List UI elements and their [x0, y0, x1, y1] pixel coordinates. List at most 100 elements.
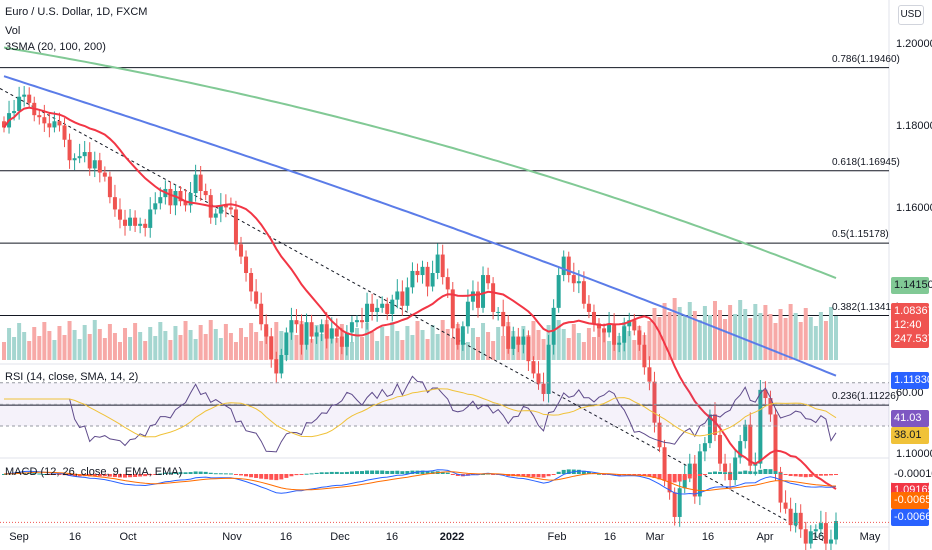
candle-body — [718, 434, 723, 464]
volume-bar — [803, 308, 808, 360]
volume-bar — [153, 336, 158, 360]
volume-bar — [652, 308, 657, 360]
candle-body — [571, 275, 576, 284]
volume-bar — [22, 332, 27, 360]
candle-body — [516, 336, 521, 345]
macd-histogram-bar — [2, 474, 6, 475]
candle-body — [17, 96, 22, 112]
candle-body — [370, 303, 375, 312]
candle-body — [460, 326, 465, 345]
candle-body — [798, 512, 803, 530]
macd-histogram-bar — [148, 474, 153, 476]
volume-bar — [491, 341, 496, 360]
candle-body — [67, 139, 72, 161]
time-axis-label: Sep — [9, 531, 29, 543]
candle-body — [526, 336, 531, 362]
macd-histogram-bar — [702, 474, 707, 475]
candle-body — [178, 191, 183, 202]
candle-body — [405, 287, 410, 306]
volume-bar — [556, 320, 561, 360]
macd-histogram-bar — [808, 474, 813, 477]
macd-histogram-bar — [304, 473, 309, 475]
macd-histogram-bar — [521, 474, 526, 477]
macd-histogram-bar — [173, 472, 178, 474]
volume-bar — [586, 328, 591, 360]
volume-bar — [370, 332, 375, 360]
fib-level-label: 0.5(1.15178) — [832, 229, 889, 241]
volume-bar — [607, 341, 612, 360]
currency-button[interactable]: USD — [898, 5, 924, 25]
macd-label[interactable]: MACD (12, 26, close, 9, EMA, EMA) — [5, 466, 183, 478]
volume-bar — [581, 342, 586, 360]
macd-histogram-bar — [37, 473, 42, 475]
time-axis-label: 16 — [701, 531, 715, 543]
macd-histogram-bar — [783, 474, 788, 475]
volume-bar — [123, 328, 128, 360]
candle-body — [743, 424, 748, 442]
macd-histogram-bar — [249, 474, 254, 478]
volume-bar — [743, 309, 748, 360]
candle-body — [22, 94, 27, 97]
volume-bar — [435, 334, 440, 360]
candle-body — [506, 326, 511, 349]
candle-body — [748, 424, 753, 466]
price-badge: 1.08367 — [891, 303, 932, 320]
rsi-label[interactable]: RSI (14, close, SMA, 14, 2) — [5, 371, 139, 383]
macd-histogram-bar — [269, 474, 274, 480]
macd-histogram-bar — [581, 470, 586, 474]
macd-histogram-bar — [324, 472, 329, 474]
macd-histogram-bar — [738, 471, 743, 474]
candle-body — [440, 254, 445, 278]
macd-histogram-bar — [168, 472, 173, 474]
candle-body — [617, 342, 622, 345]
volume-bar — [834, 316, 838, 360]
volume-bar — [823, 321, 828, 360]
macd-histogram-bar — [309, 473, 314, 475]
candle-body — [430, 273, 435, 287]
macd-histogram-bar — [47, 474, 52, 475]
candle-body — [87, 152, 92, 169]
volume-label[interactable]: Vol — [5, 25, 21, 37]
candle-body — [834, 521, 838, 540]
candle-body — [42, 117, 47, 124]
volume-bar — [702, 306, 707, 360]
volume-bar — [778, 309, 783, 360]
candle-body — [259, 303, 264, 325]
time-axis-label: 16 — [279, 531, 293, 543]
volume-bar — [188, 330, 193, 360]
candle-body — [77, 156, 82, 159]
volume-bar — [249, 323, 254, 360]
volume-bar — [72, 330, 77, 360]
macd-histogram-bar — [319, 472, 324, 474]
volume-bar — [92, 320, 97, 360]
volume-bar — [723, 319, 728, 360]
candle-body — [783, 502, 788, 509]
candle-body — [213, 213, 218, 218]
volume-bar — [138, 332, 143, 360]
price-badge: 1.11830 — [891, 372, 932, 390]
volume-bar — [733, 314, 738, 360]
volume-bar — [294, 335, 299, 360]
volume-bar — [173, 326, 178, 360]
candle-body — [193, 174, 198, 194]
rsi-badge: 41.03 — [891, 410, 929, 427]
macd-histogram-bar — [733, 472, 738, 474]
candle-body — [556, 275, 561, 308]
sma-label[interactable]: 3SMA (20, 100, 200) — [5, 41, 106, 53]
macd-histogram-bar — [57, 474, 62, 475]
candle-body — [828, 539, 833, 544]
macd-histogram-bar — [72, 474, 77, 477]
symbol-title[interactable]: Euro / U.S. Dollar, 1D, FXCM — [5, 6, 148, 18]
volume-bar — [77, 339, 82, 360]
macd-histogram-bar — [218, 473, 223, 475]
macd-histogram-bar — [32, 473, 37, 475]
macd-histogram-bar — [647, 474, 652, 477]
macd-histogram-bar — [586, 471, 591, 474]
rsi-badge: 38.01 — [891, 427, 929, 444]
candle-body — [365, 303, 370, 323]
macd-histogram-bar — [233, 474, 238, 475]
volume-bar — [365, 323, 370, 360]
volume-bar — [758, 313, 763, 360]
candle-body — [304, 322, 309, 345]
